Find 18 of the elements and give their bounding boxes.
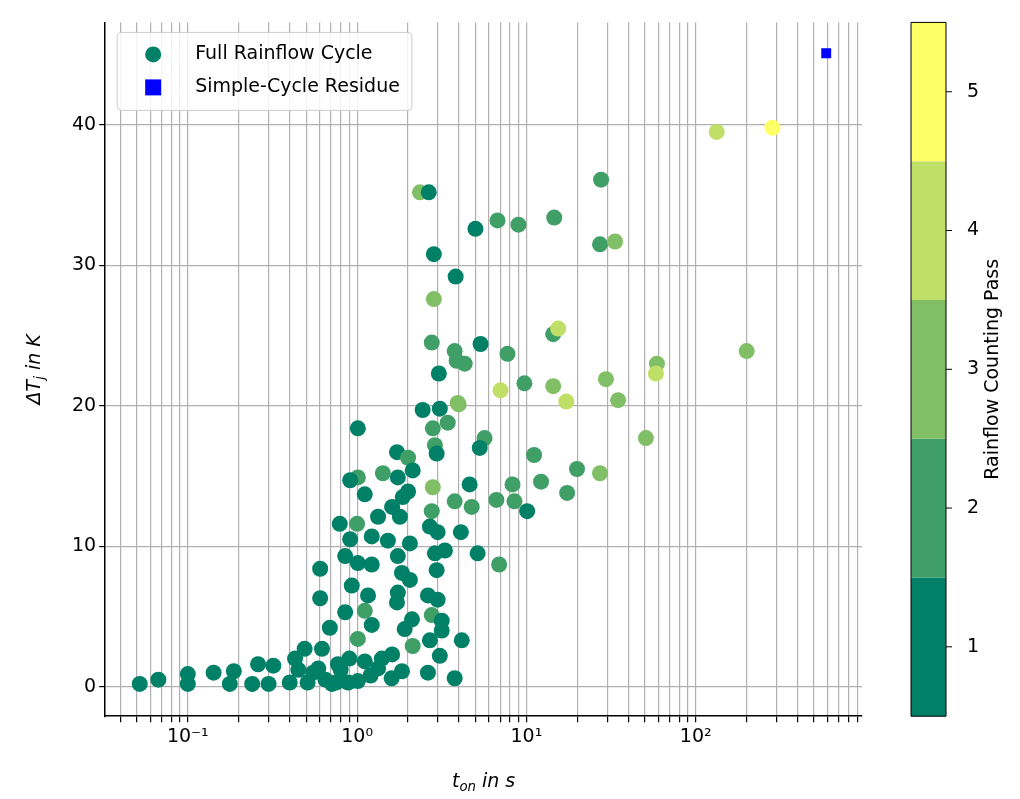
y-tick-label: 0	[84, 673, 97, 696]
x-tick-label: 10¹	[510, 723, 543, 746]
legend-label: Full Rainflow Cycle	[195, 41, 373, 64]
legend-label: Simple-Cycle Residue	[195, 74, 400, 97]
color-bar-label: 4	[967, 217, 980, 240]
color-bar-label: 3	[967, 356, 980, 379]
y-axis-title: ΔTj in K	[22, 332, 48, 407]
x-tick-label: 10⁻¹	[166, 723, 209, 746]
color-bar-label: 1	[967, 633, 980, 656]
y-tick-label: 20	[71, 392, 97, 415]
y-tick-label: 40	[71, 111, 97, 134]
color-bar-label: 2	[967, 495, 980, 517]
x-tick-label: 10⁰	[341, 723, 374, 746]
y-tick-label: 10	[71, 533, 97, 556]
y-tick-label: 30	[71, 252, 97, 275]
x-tick-label: 10²	[679, 723, 712, 746]
color-bar-label: 5	[967, 78, 980, 101]
color-bar-title: Rainflow Counting Pass	[979, 258, 1002, 480]
